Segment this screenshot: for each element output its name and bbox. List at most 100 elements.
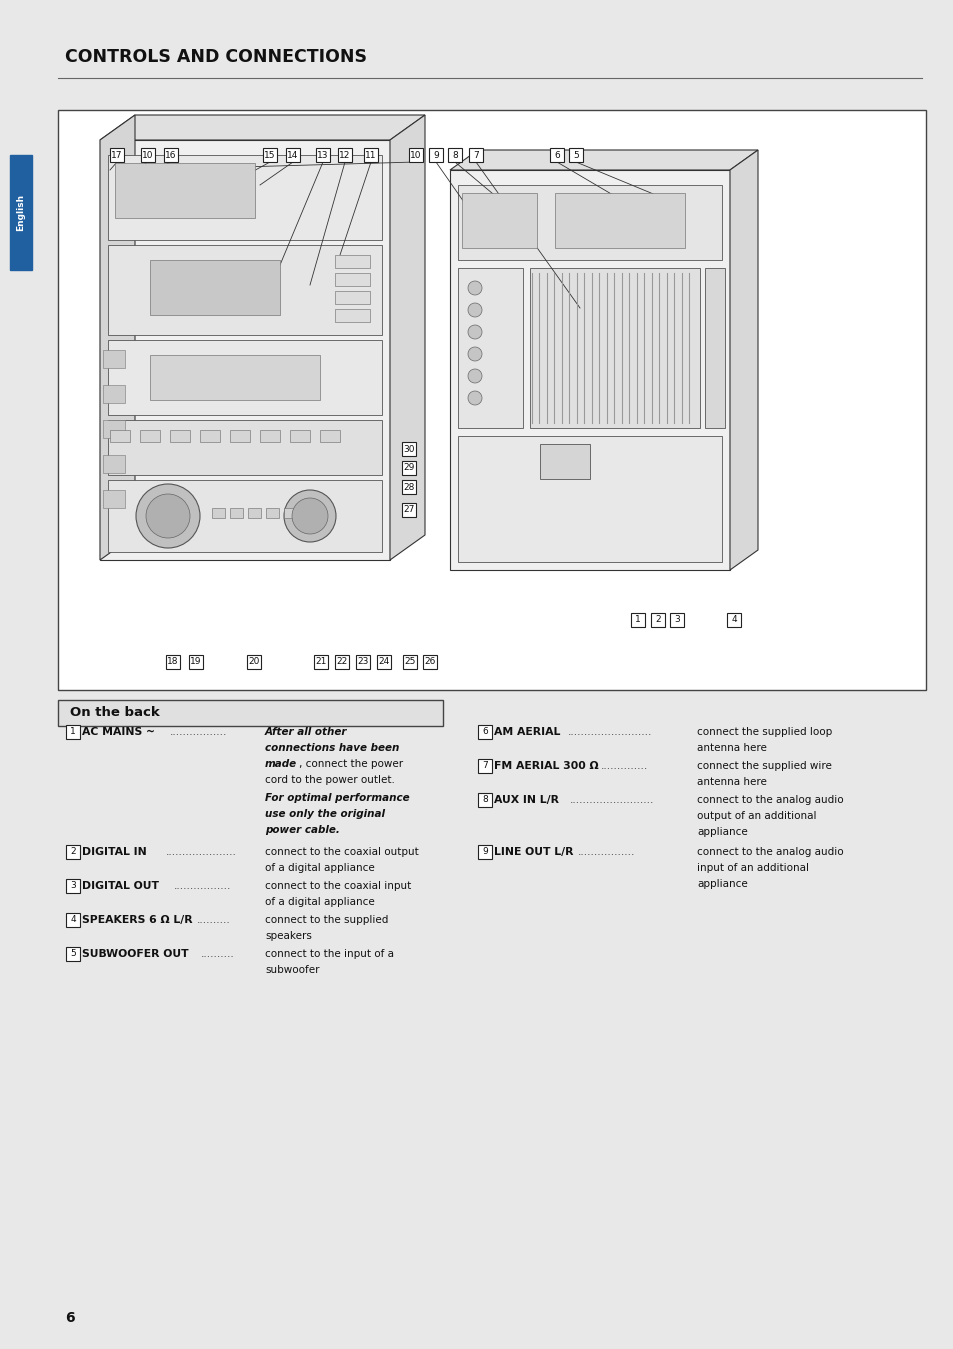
FancyBboxPatch shape bbox=[66, 844, 80, 859]
Text: use only the original: use only the original bbox=[265, 809, 385, 819]
FancyBboxPatch shape bbox=[314, 656, 328, 669]
Text: 1: 1 bbox=[71, 727, 76, 737]
FancyBboxPatch shape bbox=[247, 656, 261, 669]
FancyBboxPatch shape bbox=[164, 148, 178, 162]
Text: 17: 17 bbox=[112, 151, 123, 159]
Text: 24: 24 bbox=[378, 657, 389, 666]
Text: .....................: ..................... bbox=[166, 847, 236, 857]
Text: connections have been: connections have been bbox=[265, 743, 399, 753]
FancyBboxPatch shape bbox=[401, 442, 416, 456]
FancyBboxPatch shape bbox=[401, 461, 416, 475]
Text: 30: 30 bbox=[403, 445, 415, 453]
Bar bbox=[335, 255, 370, 268]
Bar bbox=[115, 163, 254, 219]
Text: 28: 28 bbox=[403, 483, 415, 491]
Text: For optimal performance: For optimal performance bbox=[265, 793, 409, 803]
FancyBboxPatch shape bbox=[650, 612, 664, 627]
Text: 5: 5 bbox=[573, 151, 578, 159]
Text: 2: 2 bbox=[71, 847, 75, 857]
Text: 8: 8 bbox=[481, 796, 487, 804]
FancyBboxPatch shape bbox=[66, 724, 80, 739]
FancyBboxPatch shape bbox=[335, 656, 349, 669]
Text: 4: 4 bbox=[71, 916, 75, 924]
Text: , connect the power: , connect the power bbox=[298, 759, 403, 769]
Bar bbox=[335, 309, 370, 322]
Text: SUBWOOFER OUT: SUBWOOFER OUT bbox=[82, 948, 189, 959]
Text: AC MAINS ~: AC MAINS ~ bbox=[82, 727, 154, 737]
Circle shape bbox=[284, 490, 335, 542]
Text: input of an additional: input of an additional bbox=[697, 863, 808, 873]
Text: connect to the coaxial output: connect to the coaxial output bbox=[265, 847, 418, 857]
Text: 23: 23 bbox=[357, 657, 368, 666]
FancyBboxPatch shape bbox=[376, 656, 391, 669]
Text: 10: 10 bbox=[410, 151, 421, 159]
FancyBboxPatch shape bbox=[422, 656, 436, 669]
Bar bbox=[108, 246, 381, 335]
Text: 21: 21 bbox=[315, 657, 326, 666]
Bar bbox=[335, 272, 370, 286]
Text: 14: 14 bbox=[287, 151, 298, 159]
Text: of a digital appliance: of a digital appliance bbox=[265, 863, 375, 873]
Bar bbox=[284, 509, 296, 518]
Text: .................: ................. bbox=[578, 847, 635, 857]
FancyBboxPatch shape bbox=[477, 724, 492, 739]
FancyBboxPatch shape bbox=[630, 612, 644, 627]
FancyBboxPatch shape bbox=[669, 612, 683, 627]
FancyBboxPatch shape bbox=[286, 148, 299, 162]
Bar bbox=[108, 420, 381, 475]
Polygon shape bbox=[450, 150, 758, 170]
Bar bbox=[140, 430, 160, 442]
Text: 10: 10 bbox=[142, 151, 153, 159]
Polygon shape bbox=[100, 115, 424, 140]
Text: subwoofer: subwoofer bbox=[265, 965, 319, 975]
Text: 27: 27 bbox=[403, 506, 415, 514]
Bar bbox=[170, 430, 190, 442]
Circle shape bbox=[468, 281, 481, 295]
Polygon shape bbox=[390, 115, 424, 560]
Bar bbox=[555, 193, 684, 248]
Text: 11: 11 bbox=[365, 151, 376, 159]
Text: connect to the analog audio: connect to the analog audio bbox=[697, 795, 842, 805]
Circle shape bbox=[468, 347, 481, 362]
Text: DIGITAL OUT: DIGITAL OUT bbox=[82, 881, 159, 890]
Text: 22: 22 bbox=[336, 657, 347, 666]
Circle shape bbox=[468, 304, 481, 317]
Text: power cable.: power cable. bbox=[265, 826, 339, 835]
Text: 4: 4 bbox=[730, 615, 736, 625]
Text: connect to the analog audio: connect to the analog audio bbox=[697, 847, 842, 857]
Text: connect to the input of a: connect to the input of a bbox=[265, 948, 394, 959]
Circle shape bbox=[136, 484, 200, 548]
Polygon shape bbox=[100, 115, 135, 560]
Text: speakers: speakers bbox=[265, 931, 312, 942]
Text: AUX IN L/R: AUX IN L/R bbox=[494, 795, 558, 805]
Bar bbox=[290, 430, 310, 442]
Text: CONTROLS AND CONNECTIONS: CONTROLS AND CONNECTIONS bbox=[65, 49, 367, 66]
FancyBboxPatch shape bbox=[402, 656, 416, 669]
Circle shape bbox=[468, 370, 481, 383]
Text: DIGITAL IN: DIGITAL IN bbox=[82, 847, 147, 857]
Bar bbox=[260, 430, 280, 442]
Text: 2: 2 bbox=[655, 615, 660, 625]
FancyBboxPatch shape bbox=[568, 148, 582, 162]
Text: .........................: ......................... bbox=[569, 795, 654, 805]
Text: output of an additional: output of an additional bbox=[697, 811, 816, 822]
Bar bbox=[108, 340, 381, 415]
FancyBboxPatch shape bbox=[66, 913, 80, 927]
Text: 3: 3 bbox=[71, 881, 76, 890]
Text: appliance: appliance bbox=[697, 880, 747, 889]
FancyBboxPatch shape bbox=[477, 759, 492, 773]
Text: antenna here: antenna here bbox=[697, 777, 766, 786]
Text: 9: 9 bbox=[433, 151, 438, 159]
Text: 3: 3 bbox=[674, 615, 679, 625]
Text: .................: ................. bbox=[170, 727, 227, 737]
Text: SPEAKERS 6 Ω L/R: SPEAKERS 6 Ω L/R bbox=[82, 915, 193, 925]
Text: of a digital appliance: of a digital appliance bbox=[265, 897, 375, 907]
Bar bbox=[704, 268, 724, 428]
FancyBboxPatch shape bbox=[469, 148, 482, 162]
Bar bbox=[110, 430, 130, 442]
Text: On the back: On the back bbox=[70, 707, 159, 719]
Bar bbox=[461, 193, 537, 248]
Bar bbox=[10, 155, 32, 270]
FancyBboxPatch shape bbox=[726, 612, 740, 627]
FancyBboxPatch shape bbox=[355, 656, 370, 669]
